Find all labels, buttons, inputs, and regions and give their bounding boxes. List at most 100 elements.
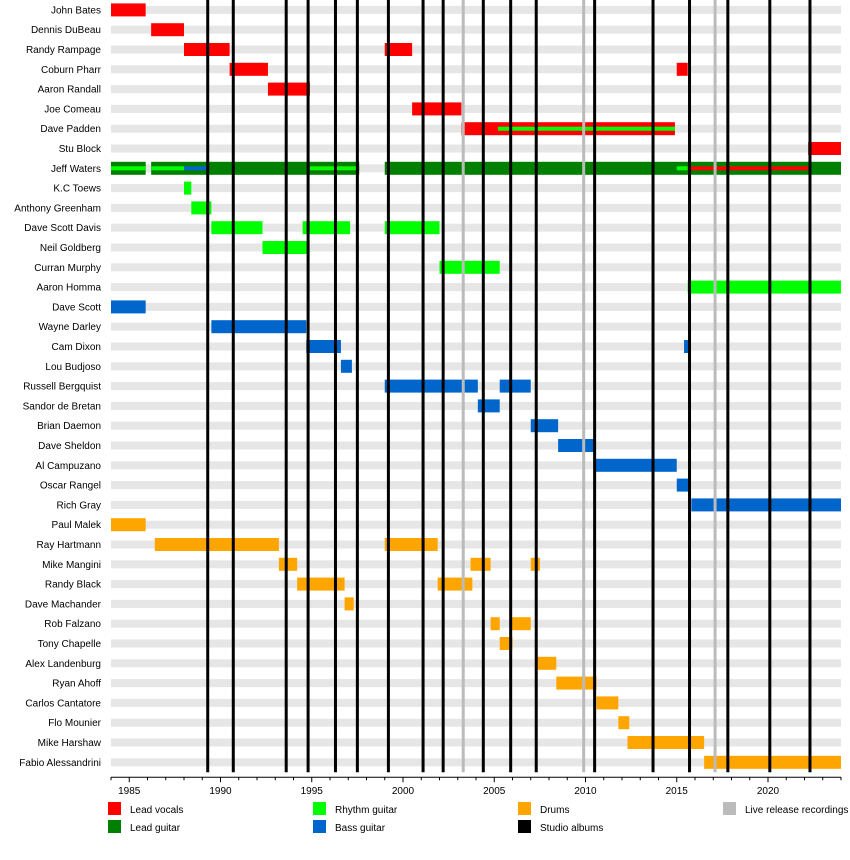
row-stripe <box>111 362 841 371</box>
row-stripe <box>111 659 841 668</box>
member-label: Sandor de Bretan <box>23 401 101 412</box>
member-label: Coburn Pharr <box>41 65 102 76</box>
member-bar-bass-guitar <box>558 439 595 452</box>
member-label: Dave Padden <box>40 124 101 135</box>
x-tick-label: 2000 <box>392 786 415 797</box>
member-labels: John Bates Dennis DuBeau Randy Rampage Cobu… <box>14 5 102 768</box>
row-stripe <box>111 441 841 450</box>
member-bar-bass-guitar <box>384 379 478 393</box>
x-tick-label: 2020 <box>757 786 780 797</box>
member-bar-drums <box>596 696 619 710</box>
member-bar-lead-vocals <box>229 62 268 76</box>
member-bar-lead-vocals <box>412 102 462 116</box>
member-label: Dave Sheldon <box>38 441 101 452</box>
row-stripe <box>111 5 841 14</box>
member-bar-drums <box>297 577 345 591</box>
member-label: Randy Rampage <box>26 45 101 56</box>
member-label: Aaron Homma <box>37 283 102 294</box>
row-stripe <box>111 718 841 727</box>
member-label: Dave Machander <box>25 599 102 610</box>
row-stripe <box>111 758 841 767</box>
member-bar-drums <box>704 755 841 769</box>
legend-label: Drums <box>540 805 569 816</box>
member-label: Paul Malek <box>52 520 102 531</box>
x-tick-label: 1985 <box>118 786 141 797</box>
row-stripe <box>111 698 841 707</box>
member-label: Oscar Rangel <box>40 481 101 492</box>
legend-label: Rhythm guitar <box>335 805 398 816</box>
row-stripe <box>111 223 841 232</box>
member-label: John Bates <box>51 5 101 16</box>
member-label: Jeff Waters <box>51 164 101 175</box>
member-label: Cam Dixon <box>52 342 101 353</box>
member-label: Rob Falzano <box>44 619 101 630</box>
legend-label: Live release recordings <box>745 805 848 816</box>
member-bar-rhythm-guitar <box>497 126 675 131</box>
member-bar-rhythm-guitar <box>184 181 192 195</box>
member-label: Carlos Cantatore <box>25 698 101 709</box>
member-bar-drums <box>490 617 500 631</box>
row-stripe <box>111 144 841 153</box>
legend-label: Studio albums <box>540 823 603 834</box>
member-label: Ray Hartmann <box>37 540 101 551</box>
member-label: Al Campuzano <box>35 461 101 472</box>
member-bar-rhythm-guitar <box>687 280 841 294</box>
member-label: Neil Goldberg <box>40 243 101 254</box>
legend-swatch-studio-albums <box>518 820 531 833</box>
row-stripe <box>111 65 841 74</box>
x-tick-label: 1995 <box>301 786 324 797</box>
member-label: Dave Scott <box>52 302 101 313</box>
member-bar-lead-vocals <box>808 142 841 155</box>
legend-label: Lead vocals <box>130 805 183 816</box>
member-bar-bass-guitar <box>684 340 690 353</box>
member-label: Mike Mangini <box>42 560 101 571</box>
member-bar-lead-vocals <box>384 43 413 56</box>
x-tick-label: 2015 <box>666 786 689 797</box>
row-stripe <box>111 481 841 490</box>
member-label: Anthony Greenham <box>14 203 101 214</box>
row-stripe <box>111 540 841 549</box>
row-stripe <box>111 45 841 54</box>
member-bar-drums <box>384 538 438 551</box>
member-bar-bass-guitar <box>676 478 690 492</box>
row-stripe <box>111 421 841 430</box>
member-label: Aaron Randall <box>38 85 101 96</box>
row-stripe <box>111 203 841 212</box>
legend-label: Lead guitar <box>130 823 181 834</box>
release-lines <box>206 0 812 773</box>
member-bar-lead-vocals <box>676 62 688 76</box>
member-bar-rhythm-guitar <box>676 166 688 171</box>
row-stripe <box>111 104 841 113</box>
member-label: Joe Comeau <box>44 104 101 115</box>
member-label: Stu Block <box>59 144 102 155</box>
member-bar-bass-guitar <box>111 300 146 314</box>
row-stripe <box>111 302 841 311</box>
member-bar-rhythm-guitar <box>384 221 440 235</box>
legend-swatch-rhythm-guitar <box>313 802 326 815</box>
row-stripe <box>111 283 841 292</box>
member-bar-drums <box>470 557 491 571</box>
member-bar-rhythm-guitar <box>211 221 263 235</box>
member-bar-rhythm-guitar <box>151 166 184 171</box>
member-bar-bass-guitar <box>499 379 531 393</box>
member-bar-drums <box>278 557 298 571</box>
member-bar-rhythm-guitar <box>439 260 500 274</box>
member-label: Russell Bergquist <box>23 382 101 393</box>
row-stripe <box>111 342 841 351</box>
member-bar-bass-guitar <box>306 340 341 353</box>
legend: Lead vocals Lead guitar Rhythm guitar Bass … <box>108 802 848 834</box>
member-bar-drums <box>618 716 630 730</box>
row-stripe <box>111 461 841 470</box>
member-label: Ryan Ahoff <box>52 679 101 690</box>
member-bar-lead-vocals <box>111 3 146 17</box>
legend-swatch-drums <box>518 802 531 815</box>
legend-swatch-lead-guitar <box>108 820 121 833</box>
member-bar-lead-vocals <box>267 82 310 96</box>
x-axis: 1985 1990 1995 2000 2005 2010 2015 2020 <box>110 776 842 797</box>
row-stripe <box>111 500 841 509</box>
member-label: Randy Black <box>45 580 102 591</box>
legend-swatch-bass-guitar <box>313 820 326 833</box>
row-stripe <box>111 243 841 252</box>
member-bar-lead-vocals <box>151 23 184 37</box>
row-stripe <box>111 520 841 529</box>
